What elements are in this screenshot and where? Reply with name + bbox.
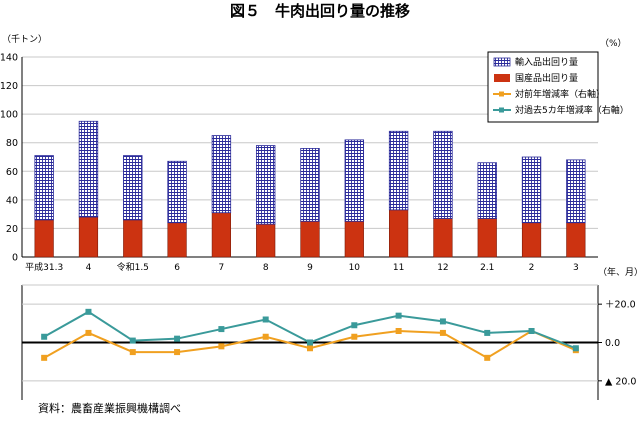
- line-point-yoy: [484, 354, 491, 361]
- bar-ytick-label: 40: [6, 195, 18, 206]
- legend-swatch-imported: [493, 57, 511, 67]
- line-point-yoy_2y: [174, 335, 181, 342]
- bar-xtick-label: 2.1: [480, 263, 494, 273]
- line-point-yoy: [85, 329, 92, 336]
- bar-domestic: [566, 222, 586, 258]
- bar-domestic: [167, 222, 187, 258]
- bar-plot-area: 0 20 40 60 80 100 120 140 （千トン） （%） 平成31.3 4 令和1.5 6 7…: [0, 34, 640, 278]
- bar-domestic: [300, 220, 320, 258]
- bar-imported: [255, 145, 276, 225]
- line-point-yoy_2y: [129, 337, 136, 344]
- bar-domestic: [477, 218, 497, 258]
- bar-ytick-label: 0: [12, 253, 18, 264]
- line-point-yoy_2y: [351, 322, 358, 329]
- line-point-yoy: [218, 343, 225, 350]
- bar-xtick-label: 12: [437, 263, 448, 273]
- bar-xtick-label: 6: [174, 263, 180, 273]
- x-axis-label: （年、月）: [598, 266, 640, 278]
- bar-ytick-label: 120: [0, 81, 18, 92]
- bar-imported: [211, 135, 232, 214]
- bar-xtick-label: 2: [529, 263, 535, 273]
- line-ytick-label: 0.0: [605, 338, 620, 349]
- bar-xtick-label: 令和1.5: [117, 261, 149, 273]
- bar-xtick-label: 8: [263, 263, 269, 273]
- line-plot-area: ▲ 20.0 0.0 ＋20.0: [21, 284, 636, 400]
- legend-label: 対前年増減率（右軸）: [515, 88, 605, 100]
- bar-domestic: [344, 220, 364, 258]
- chart-title: 図５ 牛肉出回り量の推移: [230, 2, 410, 20]
- line-point-yoy: [262, 333, 269, 340]
- line-point-yoy_2y: [395, 312, 402, 319]
- bar-ytick-label: 60: [6, 167, 18, 178]
- line-point-yoy_2y: [528, 328, 535, 334]
- bar-imported: [34, 155, 54, 221]
- bar-xtick-label: 11: [393, 263, 404, 273]
- bar-imported: [300, 148, 320, 222]
- line-point-yoy_2y: [218, 326, 225, 333]
- bar-domestic: [433, 218, 453, 258]
- line-point-yoy_2y: [307, 339, 313, 346]
- source-note: 資料：農畜産業振興機構調べ: [38, 401, 181, 415]
- bar-imported: [521, 156, 542, 224]
- legend-swatch-marker: [499, 107, 504, 113]
- bar-domestic: [521, 222, 542, 258]
- bar-xtick-label: 9: [307, 263, 313, 273]
- bar-imported: [123, 155, 143, 221]
- line-point-yoy: [307, 345, 313, 352]
- line-point-yoy_2y: [262, 316, 269, 323]
- bar-imported: [78, 120, 99, 218]
- line-point-yoy_2y: [439, 318, 446, 325]
- line-point-yoy: [395, 328, 402, 334]
- legend-label: 対過去5カ年増減率（右軸）: [515, 104, 629, 116]
- bar-imported: [433, 130, 453, 219]
- bar-domestic: [78, 216, 99, 258]
- bar-domestic: [256, 223, 276, 258]
- legend-swatch-marker: [499, 91, 504, 97]
- bar-imported: [388, 130, 409, 211]
- line-point-yoy: [129, 349, 136, 356]
- line-ytick-label: ＋20.0: [605, 300, 636, 311]
- line-point-yoy_2y: [572, 345, 579, 352]
- bar-ytick-label: 140: [0, 53, 18, 64]
- bar-xtick-label: 3: [573, 263, 579, 273]
- bar-domestic: [389, 209, 409, 258]
- bar-imported: [566, 159, 586, 224]
- line-point-yoy: [439, 329, 446, 336]
- legend-label: 国産品出回り量: [515, 72, 578, 84]
- bar-ytick-label: 80: [6, 138, 18, 149]
- line-ylabel-right: （%）: [600, 38, 627, 49]
- line-ytick-label: ▲ 20.0: [605, 376, 636, 387]
- bar-xtick-label: 10: [349, 263, 361, 273]
- bar-ytick-label: 20: [6, 224, 18, 235]
- legend-label: 輸入品出回り量: [515, 56, 578, 68]
- bar-domestic: [123, 219, 143, 258]
- bar-imported: [477, 162, 497, 219]
- bar-ylabel: （千トン）: [2, 34, 47, 45]
- bar-ytick-label: 100: [0, 110, 18, 121]
- line-point-yoy_2y: [41, 333, 48, 340]
- bar-domestic: [34, 219, 54, 258]
- bar-imported: [344, 139, 365, 222]
- bar-xtick-label: 7: [219, 263, 225, 273]
- line-point-yoy: [174, 349, 181, 356]
- bar-domestic: [211, 212, 231, 258]
- line-point-yoy: [41, 354, 48, 361]
- line-point-yoy_2y: [85, 308, 92, 315]
- legend-swatch-domestic: [494, 74, 510, 82]
- line-point-yoy: [351, 333, 358, 340]
- bar-xtick-label: 平成31.3: [25, 261, 63, 273]
- bar-imported: [167, 160, 187, 224]
- bar-xtick-label: 4: [86, 263, 92, 273]
- line-point-yoy_2y: [484, 329, 491, 336]
